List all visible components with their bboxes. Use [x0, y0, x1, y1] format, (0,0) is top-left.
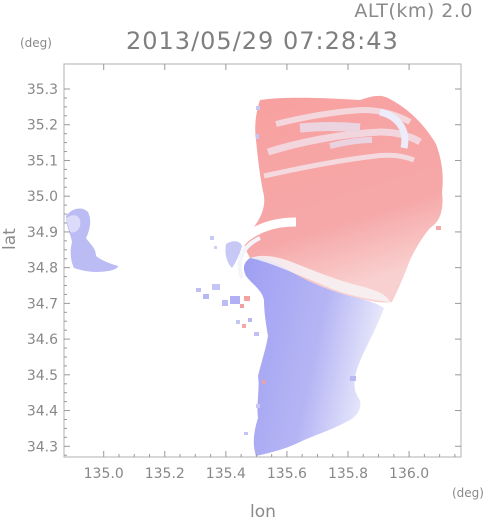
altitude-label: ALT(km) 2.0: [354, 0, 473, 22]
y-axis-unit: (deg): [20, 36, 52, 50]
y-tick-label: 34.4: [27, 404, 58, 420]
y-tick-label: 34.7: [27, 296, 58, 312]
y-tick-label: 34.5: [27, 368, 58, 384]
x-tick-label: 135.8: [328, 466, 368, 482]
y-axis-ticks: 35.3 35.2 35.1 35.0 34.9 34.8 34.7 34.6 34.5 34.4…: [27, 82, 461, 456]
echo-fragment-west-core: [66, 215, 81, 233]
y-tick-label: 35.1: [27, 153, 58, 169]
y-tick-label: 34.6: [27, 332, 58, 348]
zero-velocity-band: [250, 255, 390, 302]
y-tick-label: 34.8: [27, 261, 58, 277]
radar-arc-inner: [237, 236, 261, 279]
y-tick-label: 35.2: [27, 118, 58, 134]
timestamp-title: 2013/05/29 07:28:43: [126, 27, 399, 55]
y-tick-label: 35.0: [27, 189, 58, 205]
x-tick-label: 135.6: [267, 466, 307, 482]
x-tick-label: 135.2: [145, 466, 185, 482]
x-tick-label: 136.0: [389, 466, 429, 482]
x-axis-label: lon: [250, 502, 276, 522]
plot-frame: [63, 63, 462, 458]
y-tick-label: 34.9: [27, 225, 58, 241]
x-axis-unit: (deg): [452, 486, 484, 500]
y-tick-label: 35.3: [27, 82, 58, 98]
y-tick-label: 34.3: [27, 439, 58, 455]
speckles: [196, 106, 441, 435]
echo-fragment-west-arc: [225, 241, 242, 268]
x-axis-ticks: 135.0 135.2 135.4 135.6 135.8 136.0: [84, 64, 456, 482]
x-tick-label: 135.4: [206, 466, 246, 482]
x-tick-label: 135.0: [84, 466, 124, 482]
echo-region-approaching: [243, 257, 384, 456]
north-blue-patch: [379, 108, 409, 149]
